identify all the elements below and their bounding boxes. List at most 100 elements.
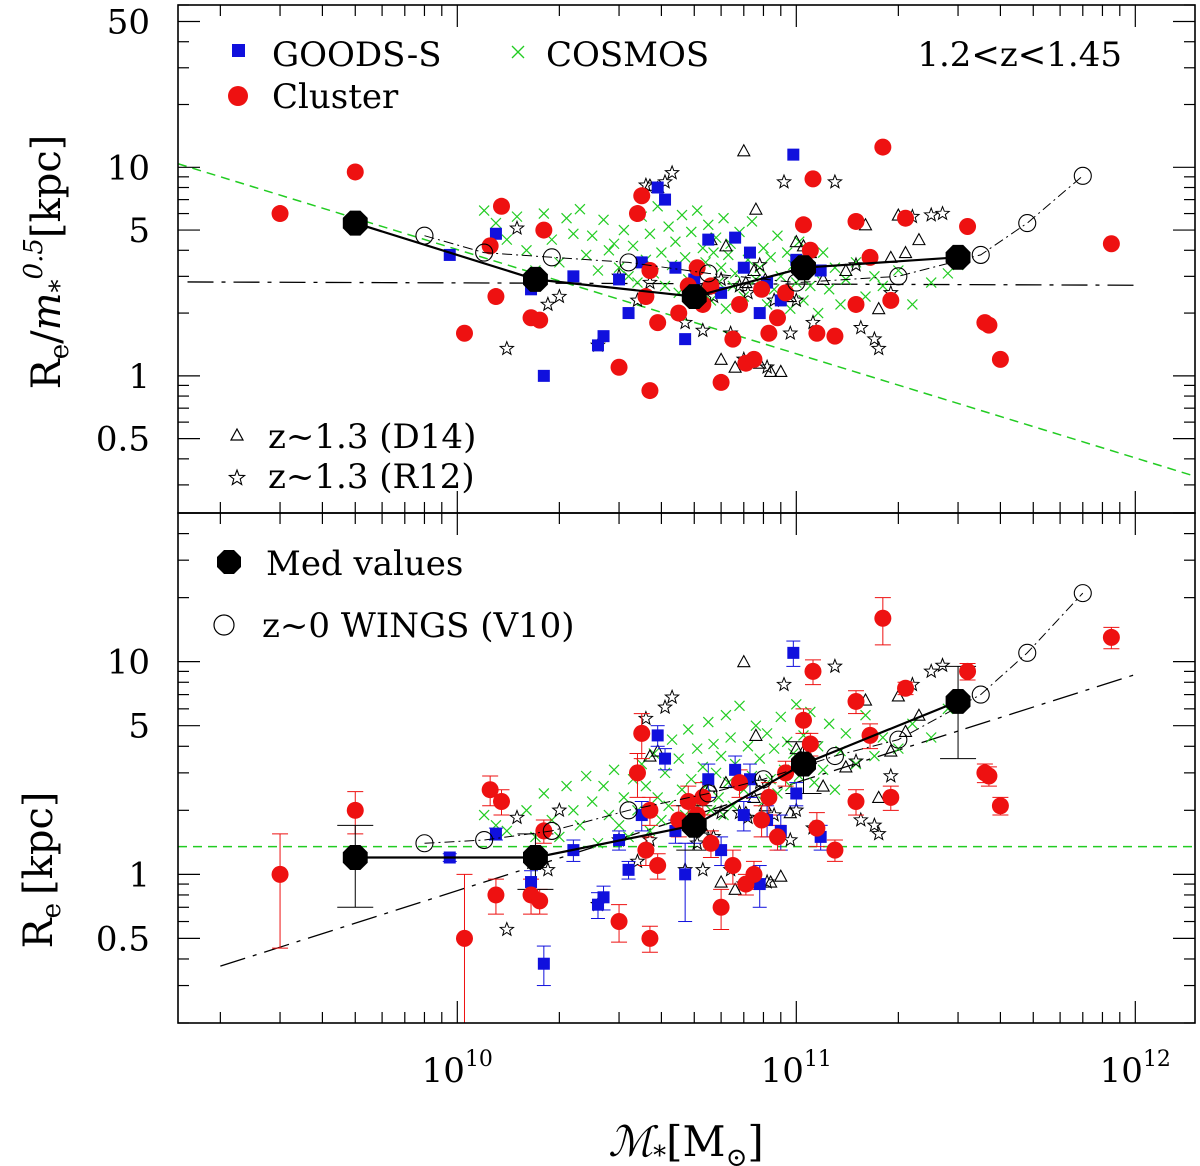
x-label-sun: ⊙ (726, 1143, 748, 1166)
bottom-panel: 0.5 1 5 10 (96, 512, 1196, 1024)
cluster-point (641, 261, 659, 279)
cosmos-point (613, 262, 625, 274)
r12-point (641, 274, 658, 290)
cosmos-cross-stroke (574, 203, 586, 215)
cosmos-cross-stroke (720, 709, 732, 721)
top-panel: 0.5 1 5 10 50 (96, 3, 1196, 514)
top-ylabel-mexp: 0.5 (19, 238, 49, 279)
cosmos-point (708, 738, 719, 750)
cosmos-cross-stroke (754, 753, 766, 765)
r12-point (498, 921, 515, 937)
cluster-point (487, 288, 505, 306)
cluster-point (531, 311, 549, 329)
cosmos-point (702, 716, 714, 728)
legend-wings-label: z~0 WINGS (V10) (262, 606, 575, 646)
median-point (945, 689, 971, 714)
cosmos-cross-stroke (877, 732, 889, 743)
cosmos-point (538, 208, 550, 219)
cluster-point (980, 316, 998, 334)
median-point (523, 845, 548, 870)
cosmos-point (715, 750, 727, 762)
legend-cosmos-label: COSMOS (546, 35, 709, 75)
cosmos-point (869, 750, 880, 762)
y-tick-label: 10 (107, 148, 150, 188)
r12-point (637, 710, 654, 726)
d14-point (871, 790, 886, 803)
cluster-point (745, 865, 763, 883)
goods-point (659, 752, 672, 765)
cosmos-point (702, 219, 714, 231)
d14-point (650, 743, 665, 757)
cosmos-cross-stroke (708, 247, 719, 259)
cosmos-point (659, 280, 671, 292)
x-tick-exponent: 11 (804, 1047, 832, 1072)
cosmos-point (869, 270, 880, 282)
cosmos-point (691, 743, 703, 755)
r12-point (847, 752, 865, 769)
cosmos-cross-stroke (603, 244, 615, 256)
cosmos-cross-stroke (538, 208, 550, 219)
wings-point (475, 243, 494, 262)
cosmos-cross-stroke (670, 236, 681, 248)
cosmos-point (567, 228, 579, 240)
cluster-point (753, 280, 771, 298)
cosmos-cross-stroke (538, 788, 550, 799)
r12-point (551, 801, 568, 818)
cosmos-cross-stroke (521, 244, 532, 256)
cosmos-cross-stroke (511, 211, 523, 223)
cosmos-cross-stroke (817, 764, 829, 776)
cluster-point (804, 662, 822, 680)
cosmos-cross-stroke (715, 750, 727, 762)
cosmos-cross-stroke (501, 825, 513, 837)
cluster-point (753, 811, 771, 829)
cosmos-point (860, 709, 871, 721)
bottom-y-axis-label: Re [kpc] (16, 792, 67, 949)
d14-point (838, 263, 853, 277)
cosmos-point (758, 242, 769, 254)
x-label-unit: [M (666, 1117, 725, 1166)
cosmos-cross-stroke (772, 230, 783, 242)
cluster-point (271, 205, 289, 223)
r12-point (664, 164, 681, 180)
cosmos-point (761, 727, 773, 739)
d14-point (871, 301, 886, 315)
cosmos-cross-stroke (659, 280, 671, 292)
cluster-point (1102, 235, 1120, 253)
wings-point (1018, 643, 1037, 662)
cosmos-cross-stroke (925, 732, 937, 743)
cosmos-cross-stroke (648, 748, 660, 759)
cosmos-point (580, 770, 592, 782)
cosmos-point (808, 777, 820, 789)
wings-point (889, 267, 908, 286)
r12-point (508, 219, 526, 236)
cosmos-point (623, 270, 634, 282)
cosmos-point (640, 780, 652, 792)
d14-point (714, 874, 729, 888)
cosmos-cross-stroke (567, 228, 579, 240)
cosmos-cross-stroke (490, 217, 502, 229)
cosmos-cross-stroke (691, 205, 703, 217)
cosmos-cross-stroke (501, 234, 513, 246)
cosmos-cross-stroke (685, 773, 697, 785)
wings-point (699, 784, 718, 803)
cosmos-cross-stroke (613, 262, 625, 274)
cosmos-point (790, 698, 802, 710)
median-point (791, 751, 816, 777)
cosmos-point (679, 251, 691, 263)
cosmos-point (644, 228, 656, 240)
x-label-main: ℳ (608, 1117, 659, 1166)
d14-point (838, 759, 853, 773)
cosmos-cross-stroke (892, 265, 904, 276)
goods-point (743, 246, 756, 259)
cosmos-point (632, 277, 643, 289)
cosmos-cross-stroke (553, 831, 565, 843)
r12-point (539, 295, 556, 312)
goods-point (790, 787, 803, 800)
cosmos-point (586, 796, 598, 807)
y-tick-label: 0.5 (96, 420, 150, 460)
cosmos-cross-stroke (618, 224, 630, 236)
top-ylabel-m: m (24, 292, 70, 330)
cosmos-cross-stroke (750, 720, 762, 732)
cosmos-cross-stroke (623, 270, 634, 282)
legend-wings-marker (213, 614, 235, 636)
